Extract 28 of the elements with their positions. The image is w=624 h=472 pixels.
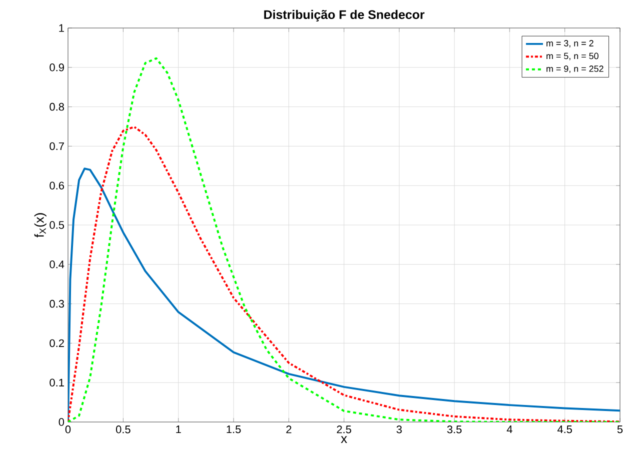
y-tick-label: 0.9	[50, 64, 64, 72]
legend-label: m = 9, n = 252	[546, 66, 604, 73]
y-tick-label: 0.6	[50, 182, 64, 190]
y-axis-title: f$_{X}$(x)	[34, 213, 46, 238]
x-tick-label: 0	[65, 426, 71, 434]
x-tick-label: 2	[286, 426, 292, 434]
y-tick-label: 1	[59, 24, 64, 32]
legend-label: m = 3, n = 2	[546, 40, 594, 48]
x-tick-label: 4.5	[557, 426, 572, 434]
x-tick-label: 0.5	[116, 426, 130, 434]
y-tick-label: 0.2	[50, 339, 64, 348]
x-tick-label: 1.5	[226, 426, 241, 434]
y-tick-label: 0.1	[50, 378, 64, 386]
x-axis-title: x	[340, 436, 348, 443]
y-tick-label: 0	[58, 418, 64, 426]
y-tick-label: 0.3	[50, 300, 64, 308]
y-tick-label: 0.4	[50, 260, 64, 268]
x-tick-label: 2.5	[336, 426, 352, 434]
x-tick-label: 3	[396, 426, 402, 434]
chart-title: Distribuição F de Snedecor	[264, 10, 424, 22]
x-tick-label: 4	[506, 426, 512, 434]
legend-label: m = 5, n = 50	[546, 52, 598, 60]
y-tick-label: 0.7	[50, 142, 64, 150]
x-tick-label: 3.5	[447, 426, 462, 434]
x-tick-label: 1	[176, 426, 181, 434]
x-tick-label: 5	[617, 426, 623, 434]
y-tick-label: 0.8	[50, 102, 64, 111]
y-tick-label: 0.5	[50, 221, 64, 229]
